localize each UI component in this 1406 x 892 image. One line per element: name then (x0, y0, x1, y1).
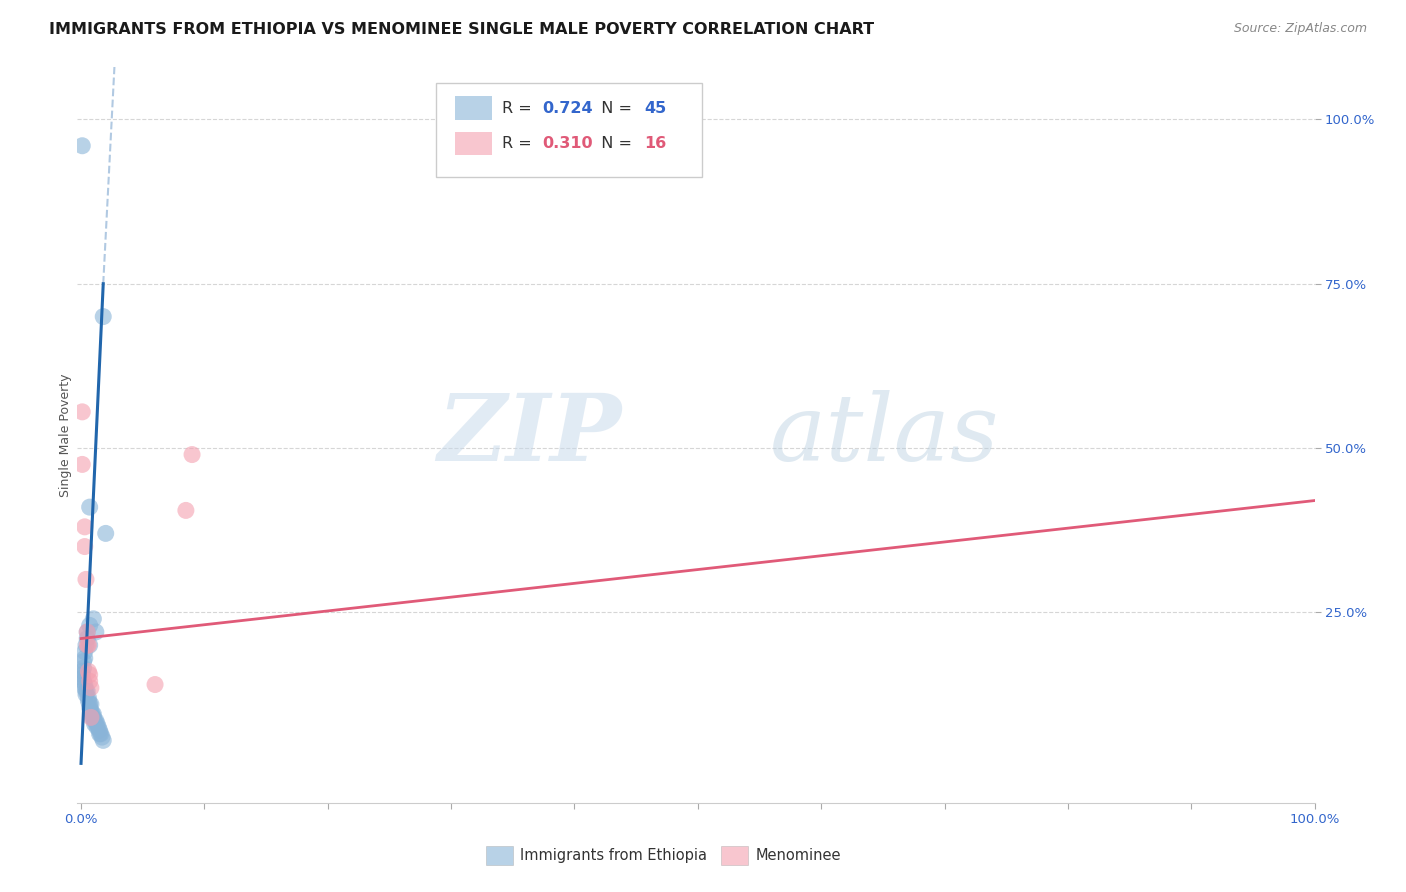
Point (79, 698, 101, 712)
Point (91, 310, 114, 324)
Point (72, 671, 94, 685)
Point (72, 674, 94, 689)
Point (86, 717, 108, 731)
Point (84, 624, 107, 639)
Point (75, 638, 97, 652)
Point (72, 667, 94, 681)
Point (79, 700, 101, 714)
Text: 16: 16 (644, 136, 666, 151)
Point (77, 690, 100, 705)
Point (79, 500, 101, 515)
Text: N =: N = (591, 136, 637, 151)
Point (77, 665, 100, 679)
Point (76, 624, 98, 639)
Point (91, 730, 114, 744)
FancyBboxPatch shape (485, 847, 513, 864)
Text: 0.724: 0.724 (543, 101, 593, 116)
Point (94, 526, 117, 541)
Point (87, 720, 110, 734)
Text: Immigrants from Ethiopia: Immigrants from Ethiopia (520, 847, 707, 863)
Point (75, 687, 97, 701)
Point (77, 694, 100, 708)
Text: R =: R = (502, 101, 537, 116)
Point (80, 681, 103, 695)
Text: 45: 45 (644, 101, 666, 116)
Point (90, 727, 112, 741)
Point (89, 723, 111, 738)
Point (174, 503, 197, 517)
Point (72, 655, 94, 669)
Point (86, 720, 108, 734)
Point (75, 684, 97, 698)
Text: ZIP: ZIP (437, 390, 621, 480)
Point (73, 681, 96, 695)
Point (89, 727, 111, 741)
Point (143, 677, 166, 691)
Point (75, 573, 97, 587)
Point (72, 458, 94, 472)
Point (76, 632, 98, 646)
Point (84, 714, 107, 728)
Text: atlas: atlas (770, 390, 1000, 480)
Point (80, 704, 103, 718)
Point (82, 707, 104, 722)
Point (80, 698, 103, 712)
Point (82, 710, 104, 724)
Text: 0.310: 0.310 (543, 136, 593, 151)
Point (79, 674, 101, 689)
Point (73, 651, 96, 665)
Point (79, 667, 101, 681)
Point (79, 618, 101, 632)
Y-axis label: Single Male Poverty: Single Male Poverty (59, 373, 72, 497)
Point (76, 684, 98, 698)
Point (82, 612, 104, 626)
Point (82, 710, 104, 724)
FancyBboxPatch shape (721, 847, 748, 864)
Point (73, 520, 96, 534)
FancyBboxPatch shape (436, 83, 702, 178)
Point (83, 714, 105, 728)
Point (76, 624, 98, 639)
Point (72, 665, 94, 679)
Point (76, 638, 98, 652)
Text: Source: ZipAtlas.com: Source: ZipAtlas.com (1233, 22, 1367, 36)
Point (72, 661, 94, 675)
Point (77, 638, 100, 652)
Point (73, 540, 96, 554)
Point (73, 645, 96, 659)
FancyBboxPatch shape (454, 96, 492, 120)
Point (72, 138, 94, 153)
Text: R =: R = (502, 136, 537, 151)
Point (83, 717, 105, 731)
Point (72, 405, 94, 419)
Point (181, 448, 204, 462)
Point (80, 710, 103, 724)
FancyBboxPatch shape (454, 132, 492, 155)
Text: IMMIGRANTS FROM ETHIOPIA VS MENOMINEE SINGLE MALE POVERTY CORRELATION CHART: IMMIGRANTS FROM ETHIOPIA VS MENOMINEE SI… (49, 22, 875, 37)
Point (91, 733, 114, 747)
Text: Menominee: Menominee (755, 847, 841, 863)
Point (82, 707, 104, 722)
Text: N =: N = (591, 101, 637, 116)
Point (79, 638, 101, 652)
Point (73, 677, 96, 691)
